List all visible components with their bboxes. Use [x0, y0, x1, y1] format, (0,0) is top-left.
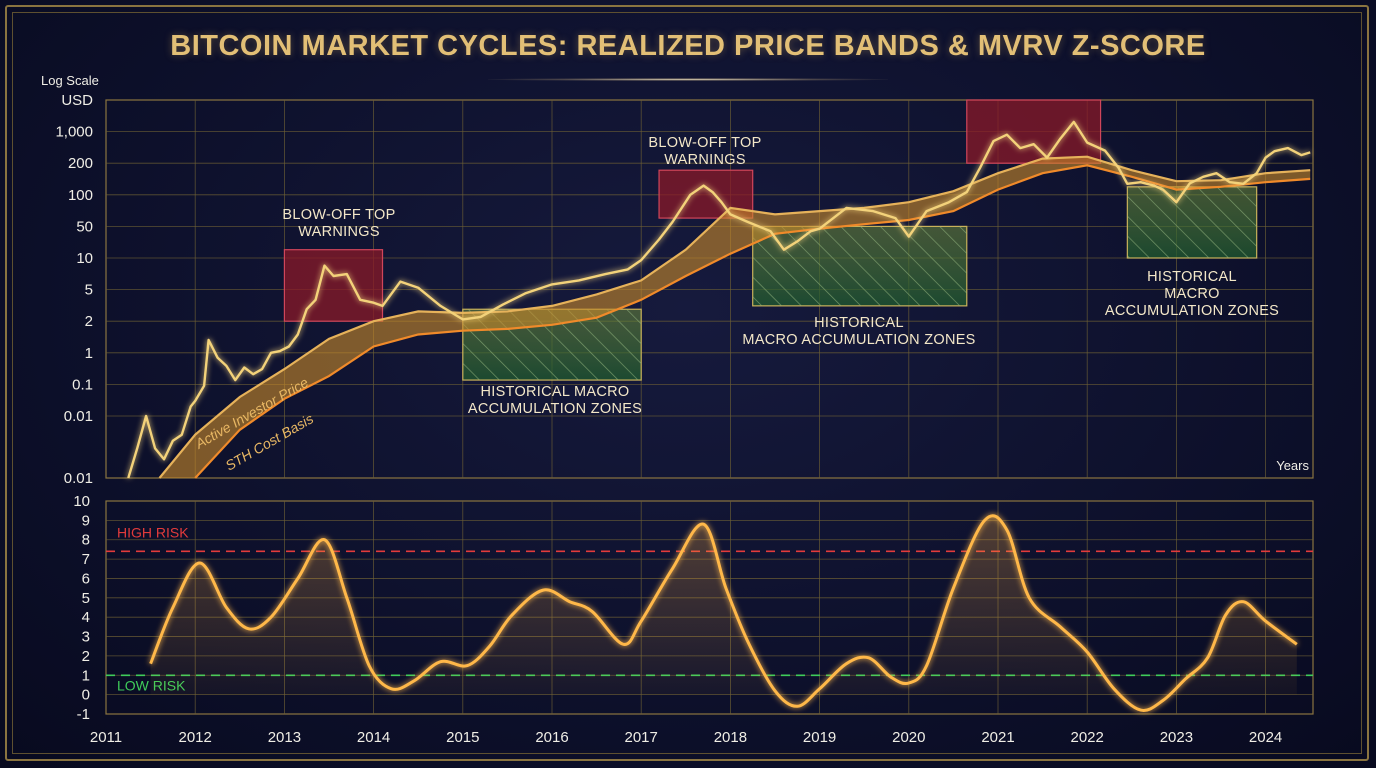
- investor-band-fill: [159, 156, 1311, 478]
- z-score-fill: [150, 515, 1297, 711]
- y-tick-label: 1,000: [55, 124, 93, 141]
- accumulation-label: ACCUMULATION ZONES: [468, 401, 642, 417]
- top-plot-border: [105, 99, 1314, 479]
- outer-border: [5, 5, 1369, 761]
- blowoff-label: BLOW-OFF TOP: [648, 135, 761, 151]
- z-y-tick-label: 4: [82, 609, 90, 626]
- z-y-tick-label: 1: [82, 667, 90, 684]
- y-tick-label: 50: [76, 218, 93, 235]
- accumulation-zone-hatch: [752, 226, 967, 306]
- top-zones: [283, 99, 1258, 381]
- z-y-tick-label: 10: [73, 493, 90, 510]
- x-tick-label: 2020: [892, 729, 925, 746]
- accumulation-zone-hatch: [1127, 186, 1257, 258]
- accumulation-label: HISTORICAL MACRO: [480, 384, 629, 400]
- x-tick-label: 2015: [446, 729, 479, 746]
- z-y-tick-label: 5: [82, 590, 90, 607]
- y-tick-label: 10: [76, 250, 93, 267]
- x-tick-label: 2018: [714, 729, 747, 746]
- sth-cost-basis-line: [194, 164, 1311, 479]
- chart-title: BITCOIN MARKET CYCLES: REALIZED PRICE BA…: [170, 30, 1206, 62]
- z-score-line: [149, 514, 1298, 712]
- z-y-tick-label: 3: [82, 629, 90, 646]
- z-y-tick-label: 8: [82, 532, 90, 549]
- bottom-plot-border: [105, 500, 1314, 715]
- y-tick-label: 0.1: [72, 376, 93, 393]
- blowoff-zone-box: [966, 99, 1102, 164]
- x-tick-label: 2023: [1160, 729, 1193, 746]
- blowoff-label: BLOW-OFF TOP: [282, 207, 395, 223]
- title-underline-glow: [488, 78, 888, 81]
- blowoff-zone-box: [283, 249, 384, 322]
- z-y-tick-label: -1: [77, 706, 90, 723]
- price-line: [127, 120, 1311, 479]
- x-tick-label: 2022: [1071, 729, 1104, 746]
- y-scale-note: Log Scale: [41, 73, 99, 88]
- y-tick-label: 100: [68, 187, 93, 204]
- z-y-tick-label: 2: [82, 648, 90, 665]
- y-tick-label: 0.01: [64, 470, 93, 487]
- x-tick-label: 2016: [535, 729, 568, 746]
- x-tick-label: 2019: [803, 729, 836, 746]
- x-tick-label: 2013: [268, 729, 301, 746]
- high-risk-label: HIGH RISK: [117, 524, 189, 540]
- y-tick-label: 5: [85, 282, 93, 299]
- z-y-tick-label: 9: [82, 512, 90, 529]
- z-y-tick-label: 6: [82, 570, 90, 587]
- x-tick-label: 2014: [357, 729, 390, 746]
- y-tick-label: 1: [85, 345, 93, 362]
- x-tick-label: 2024: [1249, 729, 1282, 746]
- accumulation-label: MACRO: [1164, 286, 1219, 302]
- x-tick-label: 2017: [625, 729, 658, 746]
- z-y-tick-label: 7: [82, 551, 90, 568]
- accumulation-label: ACCUMULATION ZONES: [1105, 303, 1279, 319]
- inner-border: [12, 12, 1362, 754]
- y-tick-label: 0.01: [64, 408, 93, 425]
- blowoff-label: WARNINGS: [664, 152, 746, 168]
- x-tick-label: 2012: [179, 729, 212, 746]
- active-investor-price-label: Active Investor Price: [192, 374, 312, 452]
- y-axis-label: USD: [61, 92, 93, 109]
- x-tick-label: 2011: [90, 729, 122, 746]
- top-price-series: [127, 120, 1311, 479]
- y-tick-label: 200: [68, 155, 93, 172]
- y-tick-label: 2: [85, 313, 93, 330]
- accumulation-label: HISTORICAL: [814, 315, 904, 331]
- z-y-tick-label: 0: [82, 687, 90, 704]
- x-axis-label: Years: [1276, 458, 1309, 473]
- accumulation-label: MACRO ACCUMULATION ZONES: [742, 332, 975, 348]
- accumulation-label: HISTORICAL: [1147, 269, 1237, 285]
- blowoff-label: WARNINGS: [298, 224, 380, 240]
- z-score-series: [149, 514, 1298, 712]
- x-tick-label: 2021: [981, 729, 1014, 746]
